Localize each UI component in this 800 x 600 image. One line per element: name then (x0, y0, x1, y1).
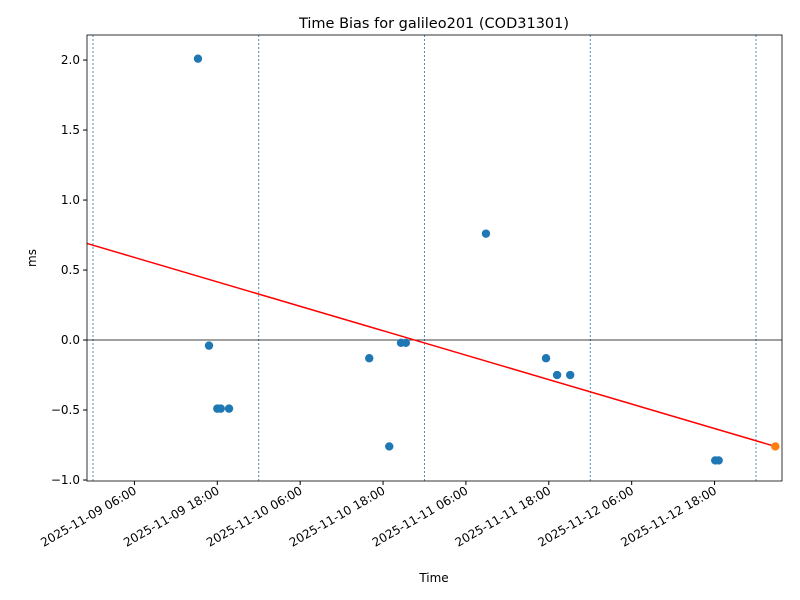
data-point (204, 341, 214, 350)
data-point (552, 370, 562, 380)
y-tick-label: −0.5 (51, 403, 80, 417)
data-point (566, 370, 575, 380)
chart-title: Time Bias for galileo201 (COD31301) (298, 16, 569, 32)
data-point (481, 229, 491, 238)
data-point (714, 456, 723, 465)
y-tick-label: 0.5 (61, 263, 80, 277)
y-tick-label: −1.0 (51, 473, 80, 487)
data-point (365, 354, 374, 363)
trend-line (86, 242, 776, 448)
data-point (401, 338, 411, 348)
y-tick-label: 0.0 (61, 333, 80, 347)
y-tick-label: 1.0 (61, 193, 80, 207)
data-point (224, 404, 234, 413)
y-axis-label: ms (25, 249, 39, 267)
plot-frame (86, 34, 783, 482)
data-point (216, 404, 225, 413)
data-point (541, 354, 551, 363)
y-tick-label: 2.0 (61, 53, 80, 67)
data-point (771, 442, 780, 451)
y-tick-label: 1.5 (61, 123, 80, 137)
x-axis-label: Time (418, 571, 448, 585)
data-point (193, 54, 203, 63)
data-point (385, 442, 394, 451)
